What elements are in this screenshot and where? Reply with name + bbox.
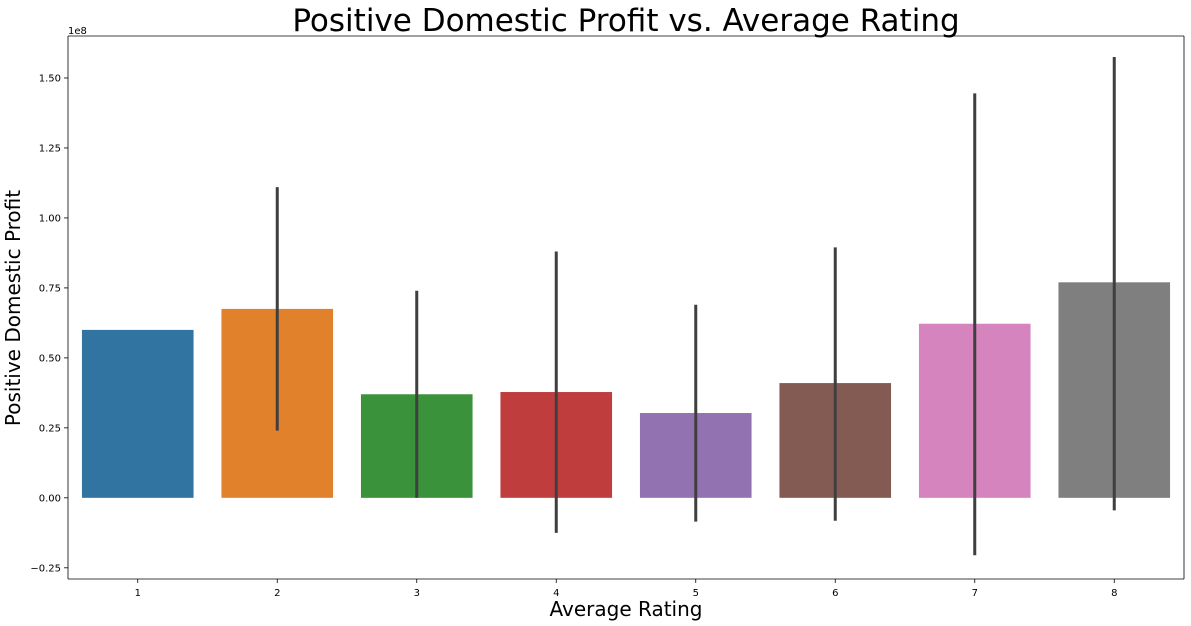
y-tick-label: 0.50: [39, 353, 61, 364]
y-tick-label: 0.75: [39, 283, 61, 294]
x-tick-label: 7: [972, 588, 978, 599]
y-tick-label: 0.00: [39, 493, 61, 504]
x-tick-label: 6: [832, 588, 838, 599]
x-tick-label: 1: [135, 588, 141, 599]
y-tick-label: 1.50: [39, 73, 61, 84]
plot-area: −0.25 0.00 0.25 0.50 0.75 1.00 1.25 1.50 1 2 3 4 5 6 7…: [30, 35, 1185, 599]
x-tick-label: 5: [693, 588, 699, 599]
x-axis-title: Average Rating: [550, 597, 703, 621]
chart-title: Positive Domestic Profit vs. Average Rat…: [292, 3, 959, 39]
y-axis-offset-label: 1e8: [68, 26, 87, 37]
x-tick-label: 8: [1111, 588, 1117, 599]
bar-rating-1: [81, 329, 194, 498]
x-tick-label: 2: [274, 588, 280, 599]
x-tick-label: 4: [553, 588, 559, 599]
y-tick-label: 1.25: [39, 143, 61, 154]
x-tick-label: 3: [414, 588, 420, 599]
y-tick-label: −0.25: [30, 563, 61, 574]
y-tick-label: 0.25: [39, 423, 61, 434]
y-tick-label: 1.00: [39, 213, 61, 224]
y-axis-title: Positive Domestic Profit: [1, 190, 25, 426]
